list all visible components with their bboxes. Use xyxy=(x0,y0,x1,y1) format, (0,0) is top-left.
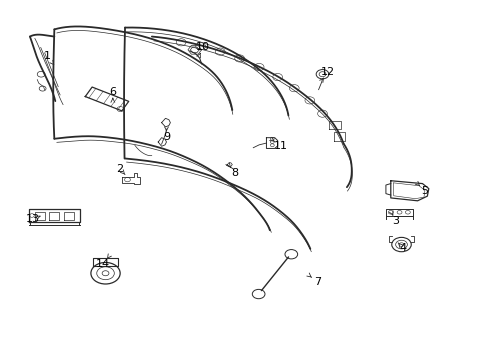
Text: 9: 9 xyxy=(163,132,170,142)
Text: 10: 10 xyxy=(196,42,210,52)
Text: 3: 3 xyxy=(391,216,398,226)
Text: 5: 5 xyxy=(421,186,427,196)
Text: 1: 1 xyxy=(43,51,50,61)
Text: 12: 12 xyxy=(320,67,334,77)
Text: 4: 4 xyxy=(399,243,406,253)
Text: 7: 7 xyxy=(313,277,321,287)
Text: 2: 2 xyxy=(116,164,123,174)
Text: 6: 6 xyxy=(109,87,116,97)
Text: 8: 8 xyxy=(231,168,238,178)
Text: 13: 13 xyxy=(25,215,40,224)
Text: 11: 11 xyxy=(273,141,287,151)
Text: 14: 14 xyxy=(96,259,110,269)
